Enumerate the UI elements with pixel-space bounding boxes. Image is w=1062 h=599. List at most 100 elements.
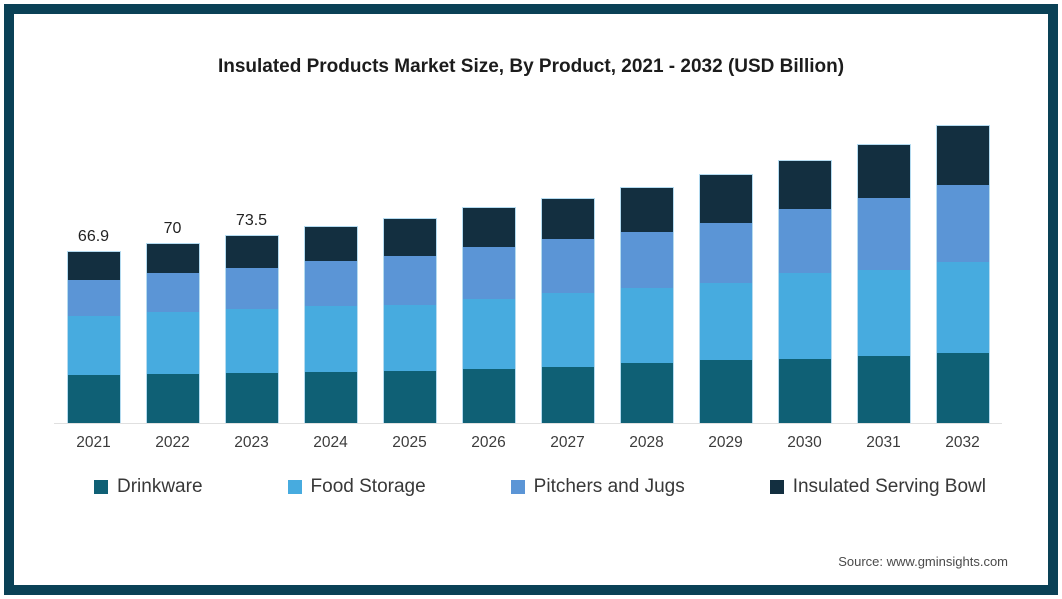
bar-segment-food-storage	[383, 305, 436, 371]
bar-column: 70	[133, 219, 212, 423]
bar-segment-drinkware	[936, 353, 989, 423]
bar-segment-insulated-serving-bowl	[778, 161, 831, 209]
bar-segment-food-storage	[857, 270, 910, 356]
bar-segment-food-storage	[462, 299, 515, 369]
bar-segment-insulated-serving-bowl	[620, 188, 673, 232]
bar-segment-drinkware	[778, 359, 831, 423]
legend-item-drinkware: Drinkware	[94, 476, 203, 498]
bar-segment-drinkware	[462, 369, 515, 423]
stacked-bar	[461, 207, 516, 423]
bar-segment-food-storage	[541, 293, 594, 367]
legend-swatch-insulated-serving-bowl	[769, 480, 784, 494]
x-axis-label: 2023	[234, 434, 269, 451]
legend-swatch-drinkware	[94, 480, 108, 494]
bar-total-label: 70	[163, 220, 182, 237]
bar-column	[291, 202, 370, 423]
bar-column	[765, 136, 844, 423]
bar-segment-pitchers-and-jugs	[857, 198, 910, 270]
bar-segment-drinkware	[541, 367, 594, 423]
stacked-bar	[935, 125, 990, 423]
stacked-bar	[856, 144, 911, 423]
bar-segment-drinkware	[304, 372, 357, 423]
legend-item-insulated-serving-bowl: Insulated Serving Bowl	[769, 476, 986, 498]
bar-segment-drinkware	[67, 375, 120, 423]
bar-segment-food-storage	[67, 316, 120, 375]
bar-column	[844, 120, 923, 423]
bar-segment-food-storage	[778, 273, 831, 359]
bar-segment-pitchers-and-jugs	[383, 256, 436, 305]
bar-segment-pitchers-and-jugs	[462, 247, 515, 299]
x-axis-label: 2027	[550, 434, 585, 451]
chart-title: Insulated Products Market Size, By Produ…	[217, 56, 845, 77]
legend-label: Drinkware	[117, 476, 203, 497]
x-axis-label: 2030	[787, 434, 822, 451]
bar-column	[370, 194, 449, 423]
x-axis-label: 2022	[155, 434, 190, 451]
legend-label: Insulated Serving Bowl	[792, 476, 986, 497]
bar-segment-pitchers-and-jugs	[778, 209, 831, 273]
x-axis-label: 2025	[392, 434, 427, 451]
x-axis-labels: 2021 2022 2023 2024 2025 2026 2027 2028 2029 2030…	[54, 424, 1002, 452]
bar-segment-drinkware	[225, 373, 278, 423]
legend: Drinkware Food Storage Pitchers and Jugs In…	[94, 476, 986, 498]
x-axis-label: 2032	[945, 434, 980, 451]
bar-segment-insulated-serving-bowl	[225, 236, 278, 268]
bar-segment-pitchers-and-jugs	[225, 268, 278, 309]
legend-label: Pitchers and Jugs	[533, 476, 685, 497]
x-axis-label: 2026	[471, 434, 506, 451]
stacked-bar	[540, 198, 595, 423]
legend-item-food-storage: Food Storage	[287, 476, 426, 498]
bar-segment-food-storage	[146, 312, 199, 374]
chart-card: Insulated Products Market Size, By Produ…	[4, 4, 1058, 595]
x-axis-label: 2028	[629, 434, 664, 451]
bar-column	[528, 174, 607, 423]
legend-label: Food Storage	[310, 476, 426, 497]
stacked-bar	[145, 243, 200, 423]
bar-segment-food-storage	[699, 283, 752, 360]
bar-segment-pitchers-and-jugs	[620, 232, 673, 288]
legend-item-pitchers-and-jugs: Pitchers and Jugs	[510, 476, 685, 498]
bar-segment-insulated-serving-bowl	[936, 126, 989, 185]
x-axis-label: 2029	[708, 434, 743, 451]
bar-segment-pitchers-and-jugs	[541, 239, 594, 293]
bar-segment-pitchers-and-jugs	[304, 261, 357, 306]
bar-segment-drinkware	[383, 371, 436, 423]
bar-column	[607, 163, 686, 423]
stacked-bar	[619, 187, 674, 423]
stacked-bar	[382, 218, 437, 423]
bar-segment-insulated-serving-bowl	[857, 145, 910, 198]
bar-segment-pitchers-and-jugs	[67, 280, 120, 316]
bar-segment-insulated-serving-bowl	[304, 227, 357, 261]
bar-segment-food-storage	[620, 288, 673, 363]
bar-segment-food-storage	[304, 306, 357, 372]
bar-segment-insulated-serving-bowl	[146, 244, 199, 273]
bar-segment-insulated-serving-bowl	[462, 208, 515, 247]
bar-column	[449, 183, 528, 423]
stacked-bar	[224, 235, 279, 423]
stacked-bar	[777, 160, 832, 423]
stacked-bar	[698, 174, 753, 423]
bar-column	[686, 150, 765, 423]
bar-segment-insulated-serving-bowl	[383, 219, 436, 256]
bar-segment-insulated-serving-bowl	[67, 252, 120, 280]
bar-total-label: 66.9	[77, 228, 110, 245]
bar-segment-pitchers-and-jugs	[936, 185, 989, 262]
bar-segment-pitchers-and-jugs	[699, 223, 752, 283]
bar-column: 66.9	[54, 227, 133, 423]
bar-segment-pitchers-and-jugs	[146, 273, 199, 312]
bar-segment-insulated-serving-bowl	[541, 199, 594, 239]
bar-segment-food-storage	[225, 309, 278, 373]
bar-segment-drinkware	[699, 360, 752, 423]
x-axis-label: 2031	[866, 434, 901, 451]
x-axis-label: 2024	[313, 434, 348, 451]
bar-column	[923, 101, 1002, 423]
x-axis-label: 2021	[76, 434, 111, 451]
source-credit: Source: www.gminsights.com	[838, 554, 1008, 569]
stacked-bar	[303, 226, 358, 423]
legend-swatch-food-storage	[287, 480, 302, 494]
bar-segment-insulated-serving-bowl	[699, 175, 752, 223]
bar-segment-drinkware	[620, 363, 673, 423]
stacked-bar	[66, 251, 121, 423]
plot-area: 66.9 70 73.5	[54, 83, 1002, 424]
bar-segment-drinkware	[146, 374, 199, 423]
